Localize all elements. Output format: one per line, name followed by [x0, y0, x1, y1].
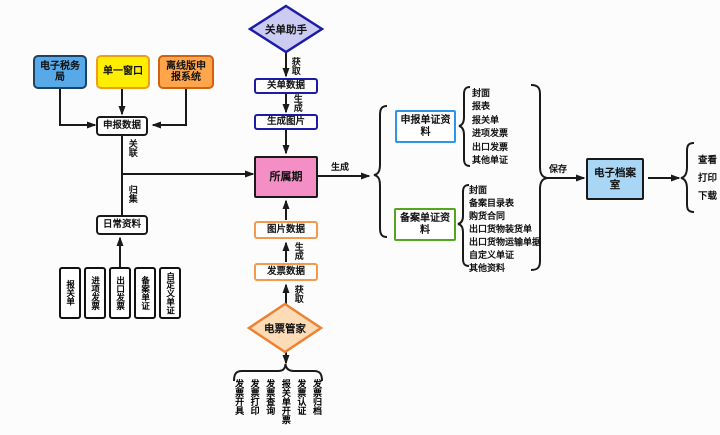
edge-taxbureau-to-declaredata — [59, 88, 97, 129]
edge-label-acquire-top: 获取 — [290, 57, 301, 75]
invoice-manager-diamond — [246, 302, 324, 354]
node-customs-assistant: 关单助手 — [265, 23, 307, 36]
archive-action: 打印 — [698, 173, 718, 184]
node-period: 所属期 — [254, 156, 318, 198]
record-docs-item: 封面 — [469, 185, 488, 195]
daily-material-source-group: 报关单 进项发票 出口发票 备案单证 自定义单证 — [59, 267, 181, 319]
manager-function: 发票认证 — [296, 379, 307, 415]
archive-action: 下载 — [698, 191, 718, 202]
invoice-manager-function-list: 发票开具 发票打印 发票查询 报关单开票 发票认证 发票归档 — [234, 379, 322, 424]
declare-docs-item: 进项发票 — [472, 128, 509, 139]
brace-archive-actions — [680, 142, 695, 213]
edge-label-save: 保存 — [549, 164, 568, 174]
edge-label-collect: 归集 — [127, 185, 138, 203]
brace-manager-functions — [233, 363, 323, 382]
stack-card: 进项发票 — [84, 267, 106, 319]
manager-function: 发票开具 — [234, 379, 245, 415]
record-docs-item: 备案目录表 — [469, 198, 515, 208]
record-docs-item: 出口货物装货单 — [469, 224, 533, 234]
declare-docs-item: 出口发票 — [472, 141, 509, 152]
edge-label-relate: 关联 — [127, 139, 138, 157]
node-invoice-data: 发票数据 — [254, 263, 318, 281]
stack-card-label: 进项发票 — [90, 276, 101, 310]
declare-docs-item-list: 封面 报表 报关单 进项发票 出口发票 其他单证 — [472, 86, 508, 166]
declare-docs-item: 报表 — [472, 101, 491, 112]
brace-declare-list — [458, 86, 471, 167]
node-generate-image: 生成图片 — [254, 114, 318, 130]
stack-card-label: 报关单 — [65, 280, 76, 306]
stack-card: 备案单证 — [134, 267, 156, 319]
declare-docs-item: 报关单 — [472, 114, 500, 125]
archive-action: 查看 — [698, 155, 718, 166]
node-offline-system: 离线版申报系统 — [158, 55, 214, 89]
manager-function: 发票查询 — [265, 379, 276, 415]
node-e-archive: 电子档案室 — [586, 158, 644, 200]
stack-card: 报关单 — [59, 267, 81, 319]
edge-label-generate-right: 生成 — [331, 162, 350, 172]
customs-assistant-diamond — [247, 4, 325, 54]
node-record-docs: 备案单证资料 — [394, 208, 456, 241]
node-image-data: 图片数据 — [254, 221, 318, 239]
stack-card-label: 自定义单证 — [165, 271, 176, 315]
brace-record-list — [457, 184, 470, 267]
declare-docs-item: 其他单证 — [472, 154, 509, 165]
record-docs-item: 购货合同 — [469, 211, 506, 221]
manager-function: 报关单开票 — [280, 379, 291, 424]
manager-function: 发票归档 — [311, 379, 322, 415]
record-docs-item: 自定义单证 — [469, 250, 515, 260]
record-docs-item: 其他资料 — [469, 263, 506, 273]
node-tax-bureau: 电子税务局 — [33, 55, 87, 89]
stack-card-label: 出口发票 — [115, 276, 126, 310]
edge-label-acquire-bottom: 获取 — [293, 285, 304, 303]
node-declare-docs: 申报单证资料 — [395, 110, 456, 143]
edge-offline-to-declaredata — [151, 88, 187, 129]
stack-card: 自定义单证 — [159, 267, 181, 319]
node-declare-data: 申报数据 — [96, 116, 148, 136]
declare-docs-item: 封面 — [472, 88, 491, 98]
node-invoice-manager: 电票管家 — [264, 322, 306, 335]
edge-label-generate-mid: 生成 — [293, 242, 304, 260]
stack-card: 出口发票 — [109, 267, 131, 319]
brace-docs-split — [373, 105, 388, 238]
archive-action-list: 查看 打印 下载 — [698, 152, 717, 202]
record-docs-item-list: 封面 备案目录表 购货合同 出口货物装货单 出口货物运输单据 自定义单证 其他资… — [469, 183, 542, 273]
record-docs-item: 出口货物运输单据 — [469, 237, 542, 247]
manager-function: 发票打印 — [249, 379, 260, 415]
stack-card-label: 备案单证 — [140, 276, 151, 310]
node-daily-material: 日常资料 — [96, 215, 148, 235]
edge-label-generate-top: 生成 — [292, 94, 303, 112]
node-single-window: 单一窗口 — [96, 55, 150, 89]
node-customs-data: 关单数据 — [254, 78, 318, 94]
brace-merge-save — [530, 84, 548, 271]
